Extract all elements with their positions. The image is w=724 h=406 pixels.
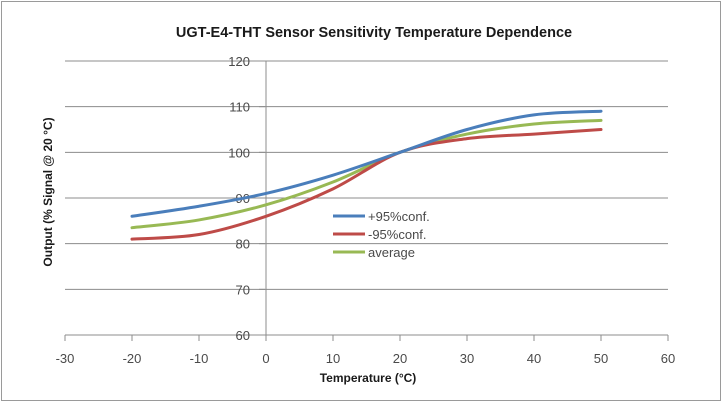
legend-label-95-conf: +95%conf. bbox=[368, 209, 430, 224]
legend-label-95-conf: -95%conf. bbox=[368, 227, 427, 242]
y-tick-label-80: 80 bbox=[236, 237, 250, 252]
x-tick-label-10: 10 bbox=[326, 351, 340, 366]
gridlines bbox=[65, 60, 668, 290]
y-tick-label-60: 60 bbox=[236, 328, 250, 343]
x-tick-label-40: 40 bbox=[527, 351, 541, 366]
y-tick-label-100: 100 bbox=[228, 145, 250, 160]
legend-label-average: average bbox=[368, 245, 415, 260]
legend: +95%conf. -95%conf. average bbox=[333, 209, 430, 260]
x-tick-label-0: 0 bbox=[262, 351, 269, 366]
series-line-95-conf bbox=[130, 109, 603, 218]
x-tick-label--20: -20 bbox=[123, 351, 142, 366]
y-tick-label-70: 70 bbox=[236, 282, 250, 297]
chart-title: UGT-E4-THT Sensor Sensitivity Temperatur… bbox=[176, 25, 572, 41]
x-tick-label--30: -30 bbox=[56, 351, 75, 366]
series-line-average bbox=[130, 118, 603, 230]
chart-frame: UGT-E4-THT Sensor Sensitivity Temperatur… bbox=[1, 1, 721, 401]
x-tick-label-50: 50 bbox=[594, 351, 608, 366]
x-tick-label--10: -10 bbox=[190, 351, 209, 366]
x-axis-label: Temperature (°C) bbox=[320, 371, 417, 385]
axes bbox=[64, 60, 669, 341]
x-tick-label-30: 30 bbox=[460, 351, 474, 366]
series-lines bbox=[130, 109, 603, 241]
y-tick-label-110: 110 bbox=[229, 100, 250, 115]
series-line-95-conf bbox=[130, 128, 603, 241]
x-tick-label-60: 60 bbox=[661, 351, 675, 366]
y-axis-label: Output (% Signal @ 20 °C) bbox=[41, 117, 55, 266]
x-tick-label-20: 20 bbox=[393, 351, 407, 366]
x-tick-labels: -30 -20 -10 0 10 20 30 40 50 60 bbox=[56, 351, 676, 366]
y-tick-label-120: 120 bbox=[228, 54, 250, 69]
